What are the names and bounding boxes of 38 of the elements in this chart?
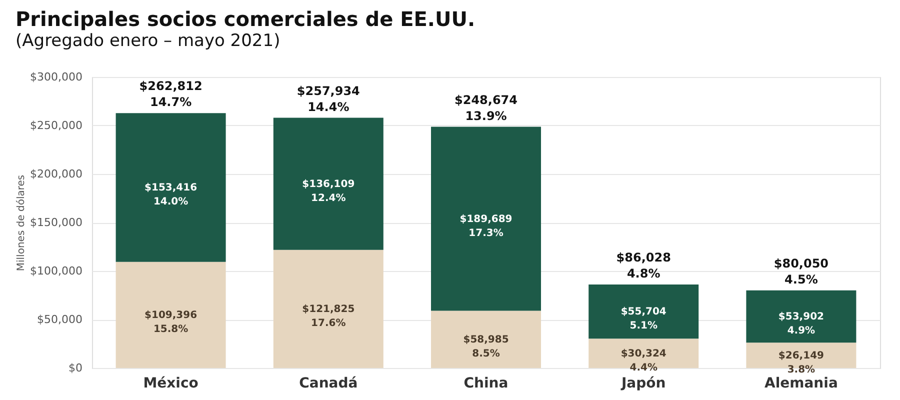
x-tick-label: Canadá — [299, 376, 358, 392]
data-label: $53,902 4.9% — [778, 311, 824, 336]
y-tick-label: $300,000 — [30, 70, 82, 84]
data-label: $109,396 15.8% — [144, 310, 198, 335]
bar — [431, 310, 541, 368]
total-label: $80,050 4.5% — [774, 256, 829, 286]
total-label: $262,812 14.7% — [139, 79, 202, 110]
total-label: $248,674 13.9% — [454, 92, 518, 123]
y-tick-label: $100,000 — [30, 264, 82, 278]
bar — [116, 262, 226, 368]
y-tick-label: $150,000 — [30, 216, 82, 229]
y-tick-label: $200,000 — [30, 168, 82, 180]
y-tick-label: $0 — [68, 362, 82, 374]
data-label: $58,985 8.5% — [463, 334, 509, 360]
bar — [588, 284, 699, 339]
data-label: $55,704 5.1% — [620, 306, 666, 332]
x-tick-label: Japón — [620, 376, 666, 392]
y-axis-title: Millones de dólares — [16, 174, 28, 272]
y-tick-label: $250,000 — [30, 119, 82, 132]
x-tick-label: Alemania — [764, 376, 838, 392]
bar — [431, 126, 541, 311]
bar — [273, 118, 384, 250]
data-label: $153,416 14.0% — [144, 182, 198, 208]
chart-title: Principales socios comerciales de EE.UU. — [16, 7, 476, 31]
bar — [273, 250, 384, 368]
data-label: $189,689 17.3% — [460, 214, 512, 239]
data-label: $26,149 3.8% — [778, 350, 824, 376]
y-tick-label: $50,000 — [37, 313, 82, 326]
bar — [746, 290, 856, 343]
data-label: $136,109 12.4% — [302, 178, 355, 204]
data-label: $30,324 4.4% — [620, 348, 666, 374]
data-label: $121,825 17.6% — [302, 304, 355, 329]
x-tick-label: China — [464, 376, 508, 392]
bar — [116, 113, 226, 262]
total-label: $257,934 14.4% — [296, 84, 360, 114]
x-tick-label: México — [143, 376, 199, 392]
chart-subtitle: (Agregado enero – mayo 2021) — [16, 31, 280, 51]
total-label: $86,028 4.8% — [616, 250, 671, 281]
